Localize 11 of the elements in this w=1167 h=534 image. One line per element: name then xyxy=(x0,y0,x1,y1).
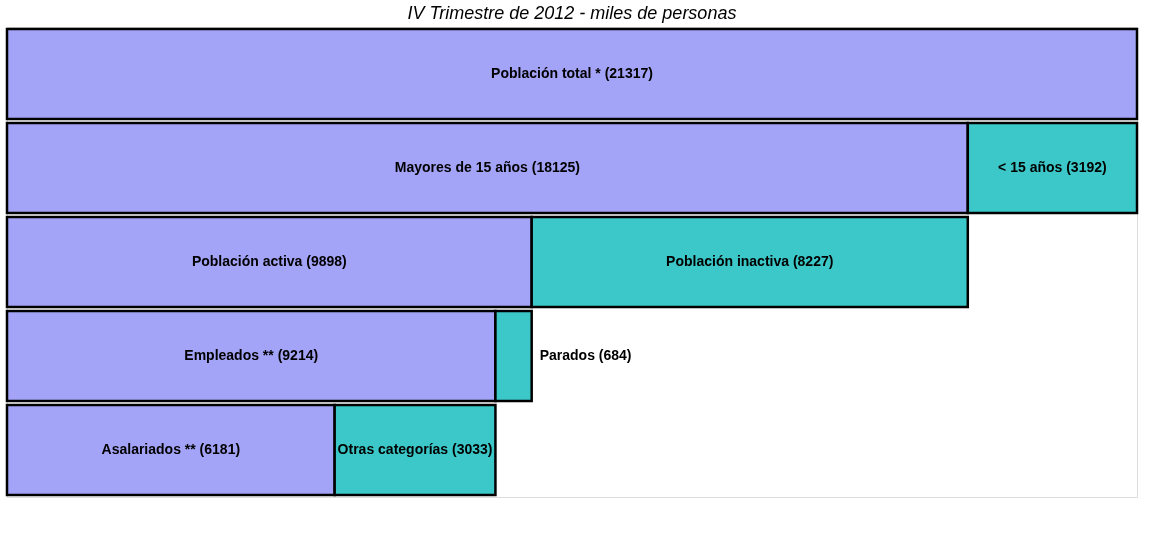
data-label: < 15 años (3192) xyxy=(998,159,1107,175)
data-label: Población inactiva (8227) xyxy=(666,253,834,269)
data-label: Parados (684) xyxy=(539,347,632,363)
chart-title: IV Trimestre de 2012 - miles de personas xyxy=(407,3,737,23)
data-label: Empleados ** (9214) xyxy=(184,347,319,363)
data-label: Mayores de 15 años (18125) xyxy=(394,159,581,175)
data-label: Población activa (9898) xyxy=(191,253,347,269)
data-label: Asalariados ** (6181) xyxy=(101,441,241,457)
data-label: Población total * (21317) xyxy=(491,65,653,81)
bar xyxy=(5,27,1139,121)
data-label: Otras categorías (3033) xyxy=(337,441,493,457)
